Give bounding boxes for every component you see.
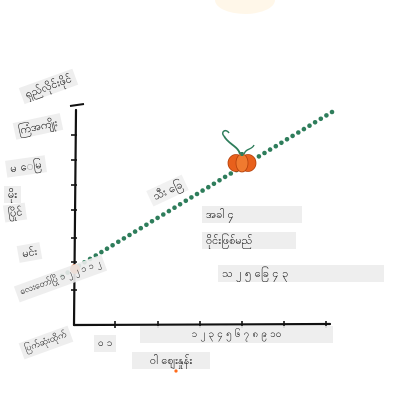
trend-dot bbox=[217, 178, 222, 183]
trend-dot bbox=[307, 123, 312, 128]
trend-dot bbox=[290, 133, 295, 139]
trend-dot bbox=[222, 174, 228, 180]
trend-dot bbox=[127, 232, 132, 238]
trend-dot bbox=[329, 109, 335, 115]
trend-dot bbox=[273, 143, 279, 149]
dotted-trend-line bbox=[59, 109, 335, 279]
label-x-ticks: ၁ ၂ ၃ ၄ ၅ ၆ ၇ ၈ ၉ ၁၀ bbox=[140, 326, 333, 343]
label-right-3: သ ၂ ၅ ခြေ ၄ ၃ bbox=[218, 265, 384, 282]
trend-dot bbox=[144, 222, 149, 228]
trend-dot bbox=[301, 126, 307, 132]
y-axis bbox=[72, 108, 78, 327]
trend-dot bbox=[110, 243, 115, 248]
trend-dot bbox=[256, 154, 262, 159]
trend-dot bbox=[200, 188, 205, 193]
trend-dot bbox=[99, 249, 104, 255]
trend-dot bbox=[279, 140, 284, 146]
orange-accent bbox=[174, 369, 178, 373]
trend-dot bbox=[206, 184, 211, 190]
y-axis-ticks bbox=[71, 134, 77, 291]
trend-dot bbox=[312, 120, 318, 125]
trend-dot bbox=[138, 225, 144, 231]
trend-dot bbox=[172, 205, 177, 210]
trend-dot bbox=[296, 130, 301, 135]
trend-dot bbox=[155, 215, 160, 221]
trend-dot bbox=[121, 236, 127, 241]
trend-dot bbox=[177, 202, 183, 207]
label-x-small: ဝ ၁ bbox=[94, 335, 117, 352]
y-axis-top-tick bbox=[69, 103, 85, 107]
label-y-3: မိုး bbox=[4, 186, 22, 203]
trend-dot bbox=[262, 150, 267, 156]
label-right-2: ဝိုင်းဖြစ်မည် bbox=[202, 232, 296, 249]
trend-dot bbox=[132, 229, 138, 234]
trend-dot bbox=[161, 212, 166, 217]
trend-dot bbox=[211, 181, 217, 187]
label-x-title: ဝါ ဈေးနှုန်း bbox=[132, 352, 210, 369]
label-right-1: အခါ ၄ bbox=[202, 206, 302, 223]
trend-dot bbox=[116, 239, 121, 245]
trend-dot bbox=[183, 198, 189, 204]
trend-dot bbox=[104, 246, 110, 251]
trend-dot bbox=[284, 137, 290, 142]
trend-dot bbox=[189, 195, 194, 200]
trend-dot bbox=[228, 171, 234, 176]
trend-dot bbox=[267, 147, 273, 152]
label-y-4: ပြိုင် bbox=[2, 202, 28, 223]
pumpkin-icon bbox=[221, 129, 257, 173]
trend-dot bbox=[318, 116, 324, 122]
x-axis bbox=[72, 322, 332, 327]
trend-dot bbox=[166, 208, 172, 214]
trend-dot bbox=[324, 113, 329, 118]
top-glow bbox=[215, 0, 275, 14]
trend-dot bbox=[194, 191, 200, 197]
trend-dot bbox=[149, 219, 155, 224]
